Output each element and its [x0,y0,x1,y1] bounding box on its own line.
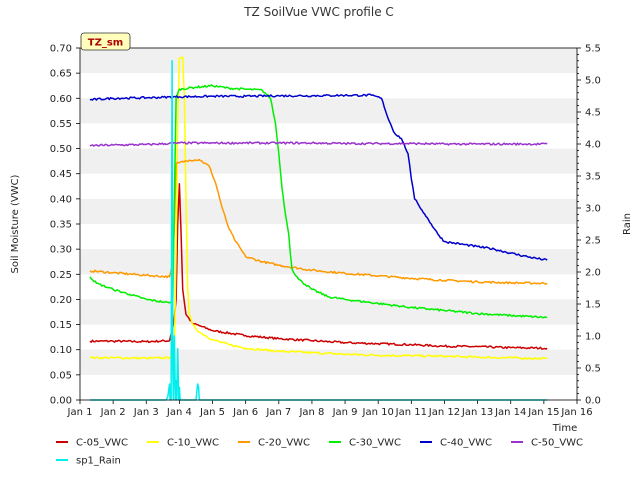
y-tick-label: 0.30 [50,245,72,256]
badge-box [80,32,131,51]
legend-label: C-10_VWC [167,438,219,449]
y2-tick-label: 0.5 [585,364,601,375]
grid-band [80,98,577,124]
x-tick-label: Jan 11 [395,407,427,418]
y-tick-label: 0.55 [50,119,72,130]
x-tick-label: Jan 2 [100,407,126,418]
y2-tick-label: 5.5 [585,44,601,55]
left-y-axis-ticks: 0.00 0.05 0.10 0.15 0.20 0.25 0.30 0.35 0.40 0.45… [50,44,80,407]
grid-band [80,299,577,325]
x-tick-label: Jan 5 [199,407,225,418]
x-tick-label: Jan 14 [494,407,526,418]
series-line-c-40-vwc [89,93,548,261]
y-tick-label: 0.25 [50,270,72,281]
legend-label: C-05_VWC [76,438,128,449]
x-tick-label: Jan 3 [133,407,159,418]
series-line-c-30-vwc [89,84,548,319]
right-y-axis-ticks: 0.0 0.5 1.0 1.5 2.0 2.5 3.0 3.5 4.0 4.5 5.0 5.5 [577,44,601,407]
y2-tick-label: 3.5 [585,172,601,183]
legend-label: C-40_VWC [440,438,492,449]
x-axis-title: Time [552,423,577,434]
x-tick-label: Jan 12 [428,407,460,418]
x-tick-label: Jan 8 [298,407,324,418]
x-tick-label: Jan 4 [166,407,192,418]
y2-tick-label: 1.5 [585,300,601,311]
x-tick-label: Jan 15 [527,407,559,418]
y2-tick-label: 2.5 [585,236,601,247]
legend-label: sp1_Rain [76,456,121,467]
series-line-c-10-vwc [89,56,548,361]
x-tick-label: Jan 10 [362,407,394,418]
x-tick-label: Jan 9 [332,407,358,418]
y-tick-label: 0.35 [50,220,72,231]
y2-tick-label: 0.0 [585,396,601,407]
y2-tick-label: 1.0 [585,332,601,343]
station-badge: TZ_sm [80,32,131,51]
legend: C-05_VWC C-10_VWC C-20_VWC C-30_VWC C-40_VWC… [56,438,583,467]
grid-band [80,198,577,224]
legend-label: C-30_VWC [349,438,401,449]
y-tick-label: 0.00 [50,396,72,407]
series-line-c-50-vwc [89,141,548,147]
chart-title: TZ SoilVue VWC profile C [243,5,394,19]
y-tick-label: 0.05 [50,370,72,381]
grid-band [80,48,577,74]
y-tick-label: 0.45 [50,169,72,180]
legend-label: C-20_VWC [258,438,310,449]
x-tick-label: Jan 1 [67,407,93,418]
y-tick-label: 0.15 [50,320,72,331]
y-tick-label: 0.40 [50,194,72,205]
grid-band [80,349,577,375]
series-lines [89,56,548,401]
x-tick-label: Jan 13 [461,407,493,418]
y-axis-title: Soil Moisture (VWC) [10,174,21,273]
y2-tick-label: 4.0 [585,140,601,151]
x-tick-label: Jan 7 [265,407,291,418]
y-tick-label: 0.65 [50,69,72,80]
x-tick-label: Jan 16 [560,407,592,418]
series-line-sp1-rain [89,60,548,401]
x-tick-label: Jan 6 [232,407,258,418]
plot-frame [79,47,578,401]
grid-band [80,148,577,174]
x-axis-ticks: Jan 1 Jan 2 Jan 3 Jan 4 Jan 5 Jan 6 Jan 7 Jan 8… [67,400,593,418]
y2-tick-label: 2.0 [585,268,601,279]
y2-tick-label: 3.0 [585,204,601,215]
y-tick-label: 0.50 [50,144,72,155]
legend-label: C-50_VWC [531,438,583,449]
plot-background-bands [80,48,577,375]
y2-tick-label: 5.0 [585,76,601,87]
series-line-c-20-vwc [89,158,548,285]
y2-axis-title: Rain [622,213,633,235]
y-tick-label: 0.10 [50,345,72,356]
y2-tick-label: 4.5 [585,108,601,119]
y-tick-label: 0.70 [50,44,72,55]
y-tick-label: 0.60 [50,94,72,105]
badge-label: TZ_sm [88,38,123,49]
y-tick-label: 0.20 [50,295,72,306]
series-line-c-05-vwc [89,183,548,350]
grid-band [80,249,577,275]
